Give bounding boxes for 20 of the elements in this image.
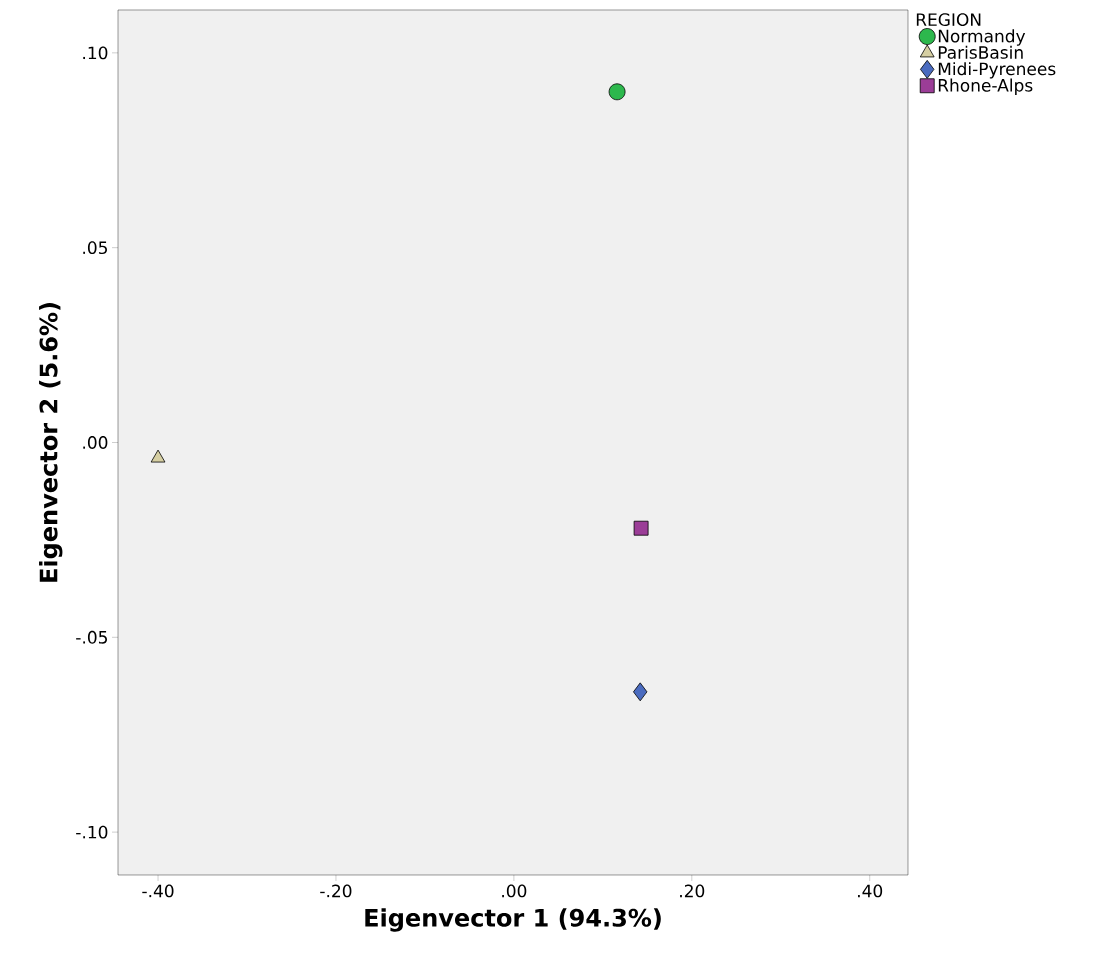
x-tick-label: -.20 [320, 884, 352, 898]
point [633, 520, 649, 536]
x-tick-label: .20 [680, 884, 705, 898]
x-tick-label: .40 [858, 884, 883, 898]
y-tick-label: -.10 [76, 825, 108, 839]
legend-label: Midi-Pyrenees [938, 62, 1056, 79]
x-tick-label: .00 [502, 884, 527, 898]
y-tick-label: .10 [83, 46, 108, 60]
legend-label: Normandy [938, 29, 1026, 46]
x-axis-title: Eigenvector 1 (94.3%) [365, 908, 661, 932]
point [633, 682, 648, 702]
y-tick-label: .00 [83, 436, 108, 449]
point [608, 83, 626, 101]
y-axis-title: Eigenvector 2 (5.6%) [39, 303, 63, 582]
y-tick-label: .05 [83, 241, 107, 255]
legend-label: Rhone-Alps [938, 78, 1033, 95]
x-tick-label: -.40 [142, 884, 174, 898]
legend-title: REGION [916, 13, 981, 27]
legend-label: ParisBasin [938, 45, 1023, 59]
y-tick-label: -.05 [76, 630, 107, 644]
